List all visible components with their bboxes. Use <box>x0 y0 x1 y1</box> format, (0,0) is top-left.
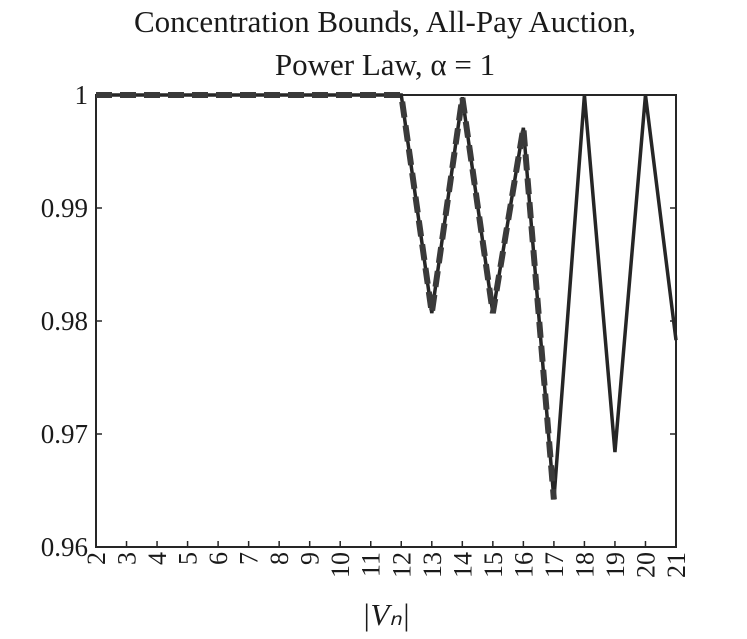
x-tick-label: 3 <box>113 552 142 565</box>
x-tick-label: 15 <box>479 552 508 578</box>
x-tick-label: 7 <box>235 552 264 565</box>
x-tick-label: 18 <box>570 552 599 578</box>
x-tick-label: 4 <box>143 552 172 565</box>
y-tick-label: 0.99 <box>41 193 88 223</box>
chart-title: Power Law, α = 1 <box>275 47 495 82</box>
x-tick-label: 13 <box>418 552 447 578</box>
x-tick-label: 16 <box>509 552 538 578</box>
y-tick-label: 1 <box>75 80 89 110</box>
x-tick-label: 19 <box>601 552 630 578</box>
x-tick-label: 5 <box>174 552 203 565</box>
x-tick-label: 2 <box>82 552 111 565</box>
line <box>96 93 678 500</box>
x-tick-label: 12 <box>387 552 416 578</box>
x-tick-label: 6 <box>204 552 233 565</box>
x-tick-label: 11 <box>357 552 386 577</box>
y-tick-label: 0.96 <box>41 532 88 562</box>
x-tick-label: 10 <box>326 552 355 578</box>
y-tick-label: 0.97 <box>41 419 88 449</box>
chart-title: Concentration Bounds, All-Pay Auction, <box>134 4 636 39</box>
x-tick-label: 8 <box>265 552 294 565</box>
x-tick-label: 14 <box>448 552 477 578</box>
x-tick-label: 9 <box>296 552 325 565</box>
dashed-line <box>96 92 557 500</box>
x-axis-label: |Vₙ| <box>362 597 410 632</box>
y-tick-label: 0.98 <box>41 306 88 336</box>
x-tick-label: 17 <box>540 552 569 578</box>
x-tick-label: 21 <box>662 552 691 578</box>
x-tick-label: 20 <box>631 552 660 578</box>
